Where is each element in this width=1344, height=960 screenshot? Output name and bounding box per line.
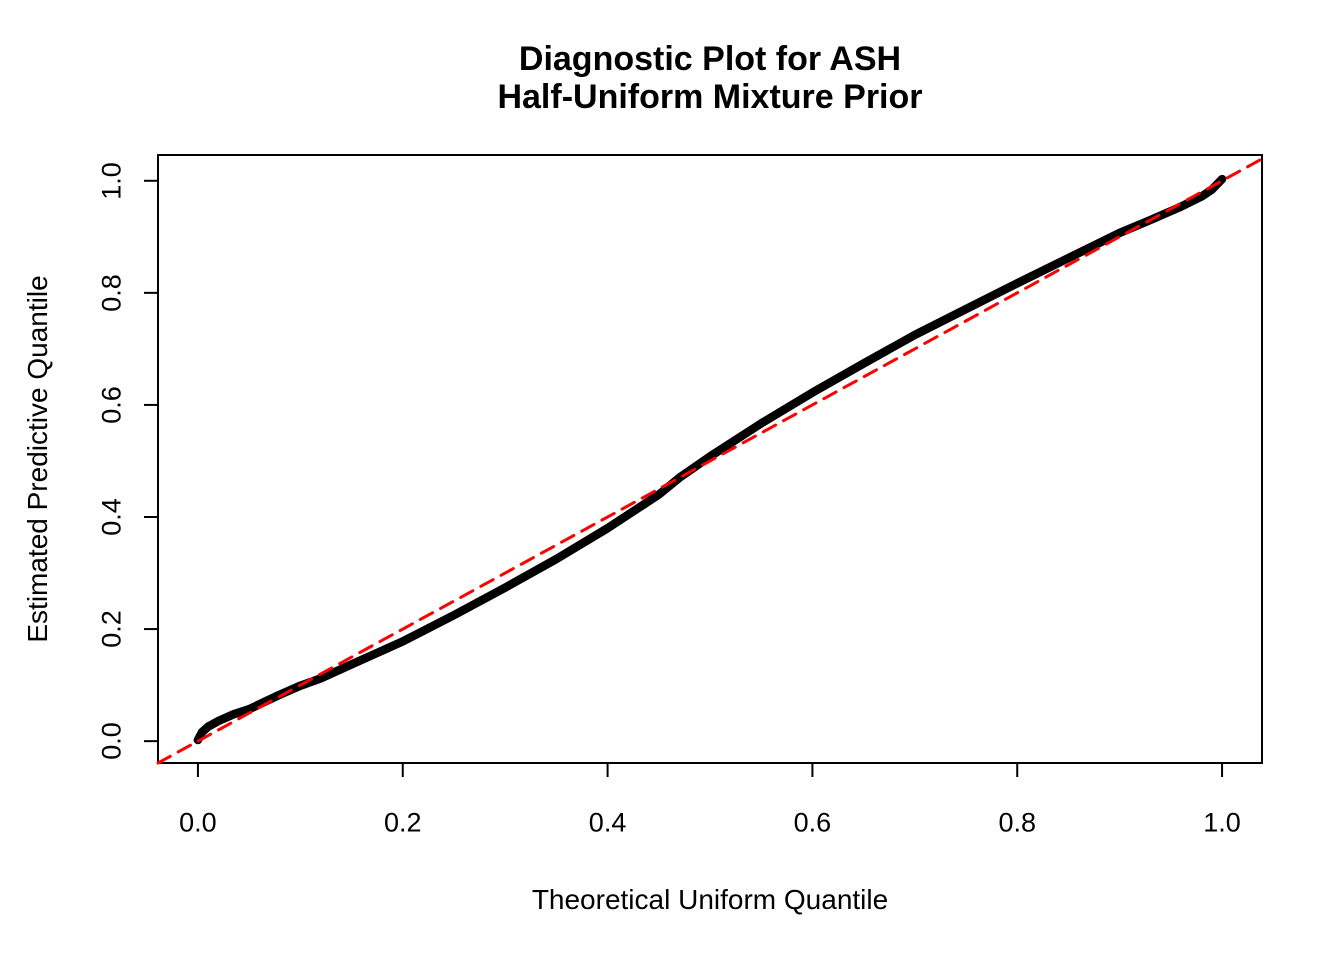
- plot-border: [157, 154, 1263, 764]
- y-tick-label: 1.0: [96, 161, 127, 200]
- y-tick-label: 0.8: [96, 274, 127, 312]
- x-tick-label: 0.0: [179, 807, 217, 838]
- x-tick-label: 0.8: [998, 807, 1037, 838]
- y-tick-label: 0.6: [96, 386, 127, 424]
- y-tick-label: 0.2: [96, 610, 127, 648]
- y-tick-label: 0.0: [96, 722, 127, 760]
- axes-group: [144, 154, 1263, 777]
- x-tick-label: 0.2: [383, 807, 422, 838]
- x-tick-label: 1.0: [1203, 807, 1241, 838]
- reference-diagonal: [156, 157, 1264, 765]
- plot-title: Diagnostic Plot for ASH Half-Uniform Mix…: [158, 40, 1262, 116]
- x-tick-label: 0.6: [793, 807, 832, 838]
- plot-title-line1: Diagnostic Plot for ASH: [518, 40, 902, 78]
- x-tick-label: 0.4: [588, 807, 627, 838]
- x-axis-label: Theoretical Uniform Quantile: [531, 884, 889, 915]
- estimated-predictive-quantiles: [193, 174, 1227, 745]
- y-axis-label: Estimated Predictive Quantile: [22, 275, 53, 643]
- series-group: [156, 157, 1264, 765]
- y-tick-label: 0.4: [96, 498, 127, 536]
- plot-title-line2: Half-Uniform Mixture Prior: [497, 78, 923, 116]
